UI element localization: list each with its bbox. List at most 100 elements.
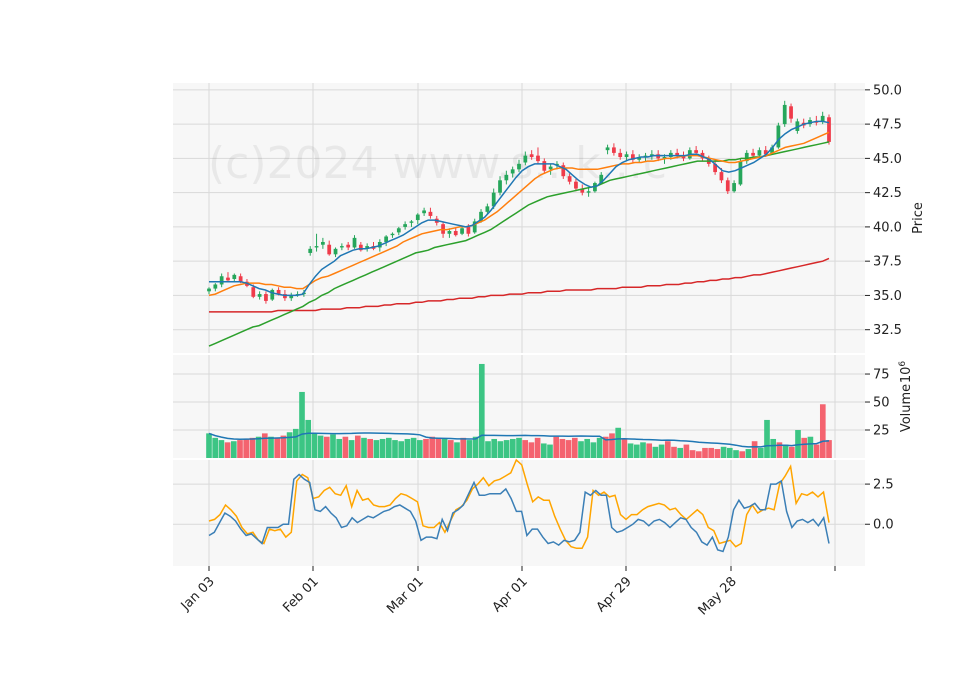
volume-bar [224, 442, 231, 458]
candle-body [504, 174, 509, 181]
volume-bar [590, 442, 597, 458]
volume-y-label-text: Volume [899, 384, 914, 432]
candle-body [700, 152, 705, 159]
volume-bar [447, 440, 454, 458]
oscillator-panel: 0.0 2.5 [173, 458, 894, 566]
volume-bar [627, 443, 634, 458]
candle-body [270, 289, 275, 300]
candle-body [346, 244, 351, 248]
volume-bar [652, 446, 659, 458]
candle-body [213, 284, 218, 289]
volume-bar [702, 447, 708, 458]
candle-body [409, 221, 414, 223]
x-tick-label: Apr 01 [490, 574, 531, 615]
watermark-text: (c)2024 www.s...k...c [208, 138, 667, 189]
volume-bar [311, 433, 318, 458]
candle-body [751, 152, 755, 156]
candle-body [466, 226, 471, 234]
candle-body [289, 295, 294, 299]
volume-bar [801, 437, 808, 458]
candle-body [447, 231, 452, 234]
volume-bar [739, 451, 746, 458]
volume-y-tick-label: 25 [873, 424, 890, 439]
volume-bar [261, 433, 268, 458]
volume-y-label: Volume [899, 384, 914, 432]
price-y-tick-label: 50.0 [873, 83, 902, 98]
candle-body [479, 211, 483, 222]
volume-bar [330, 434, 336, 458]
volume-bar [268, 436, 274, 458]
candle-body [782, 104, 787, 125]
volume-bar [441, 438, 448, 458]
volume-bar [720, 446, 727, 458]
volume-bar [398, 441, 405, 458]
volume-bar [230, 441, 237, 458]
price-panel-background [173, 83, 865, 353]
candle-body [694, 150, 699, 153]
candle-body [232, 274, 237, 279]
candle-body [238, 276, 243, 282]
candle-body [757, 150, 762, 156]
volume-bar [361, 437, 367, 458]
volume-bar [609, 433, 615, 458]
volume-bar [385, 437, 392, 458]
volume-bar [571, 437, 578, 458]
volume-bar [503, 440, 510, 458]
volume-bar [497, 441, 504, 458]
volume-bar [795, 430, 801, 458]
volume-bar [788, 446, 795, 458]
volume-bar [218, 440, 225, 458]
candle-body [207, 288, 211, 292]
candle-body [599, 174, 604, 184]
volume-bar [516, 437, 522, 458]
volume-bar [342, 436, 349, 458]
volume-bar [392, 440, 398, 458]
candle-body [555, 163, 559, 166]
volume-bar [255, 436, 262, 458]
candle-body [422, 210, 426, 214]
candle-body [460, 228, 464, 234]
volume-bar [733, 450, 739, 458]
volume-bar [677, 447, 684, 458]
volume-bar [658, 444, 665, 458]
volume-bar [689, 450, 696, 458]
candle-body [567, 176, 572, 182]
candle-body [763, 150, 768, 155]
candle-body [580, 188, 585, 193]
x-tick-label: May 28 [696, 574, 740, 618]
volume-bar [695, 451, 702, 458]
volume-bar [714, 449, 721, 458]
oscillator-panel-background [173, 460, 865, 566]
volume-bar [726, 447, 733, 458]
volume-bar [336, 438, 343, 458]
candle-body [536, 155, 540, 162]
volume-bar [584, 438, 591, 458]
candle-body [415, 214, 420, 221]
price-y-tick-label: 32.5 [873, 323, 902, 338]
volume-bar [708, 447, 715, 458]
volume-bar [404, 438, 411, 458]
moving-average-short-line [209, 120, 830, 297]
volume-bar [807, 436, 814, 458]
volume-bar [491, 438, 498, 458]
volume-bar [534, 437, 541, 458]
candle-body [428, 211, 433, 216]
volume-bar [206, 433, 212, 458]
price-series [207, 100, 831, 347]
candle-body [352, 237, 357, 248]
volume-bar [354, 435, 361, 458]
volume-y-exponent-power: 6 [898, 361, 908, 367]
candle-body [719, 172, 724, 181]
volume-bar [646, 443, 653, 458]
volume-bar [819, 404, 826, 458]
volume-bar [683, 444, 690, 458]
volume-bar [460, 437, 467, 458]
volume-bar [602, 436, 609, 458]
candle-body [498, 180, 502, 193]
candle-body [339, 246, 344, 248]
volume-bar [509, 438, 516, 458]
candle-body [618, 152, 623, 158]
volume-bar [528, 442, 535, 458]
volume-bar [423, 438, 429, 458]
